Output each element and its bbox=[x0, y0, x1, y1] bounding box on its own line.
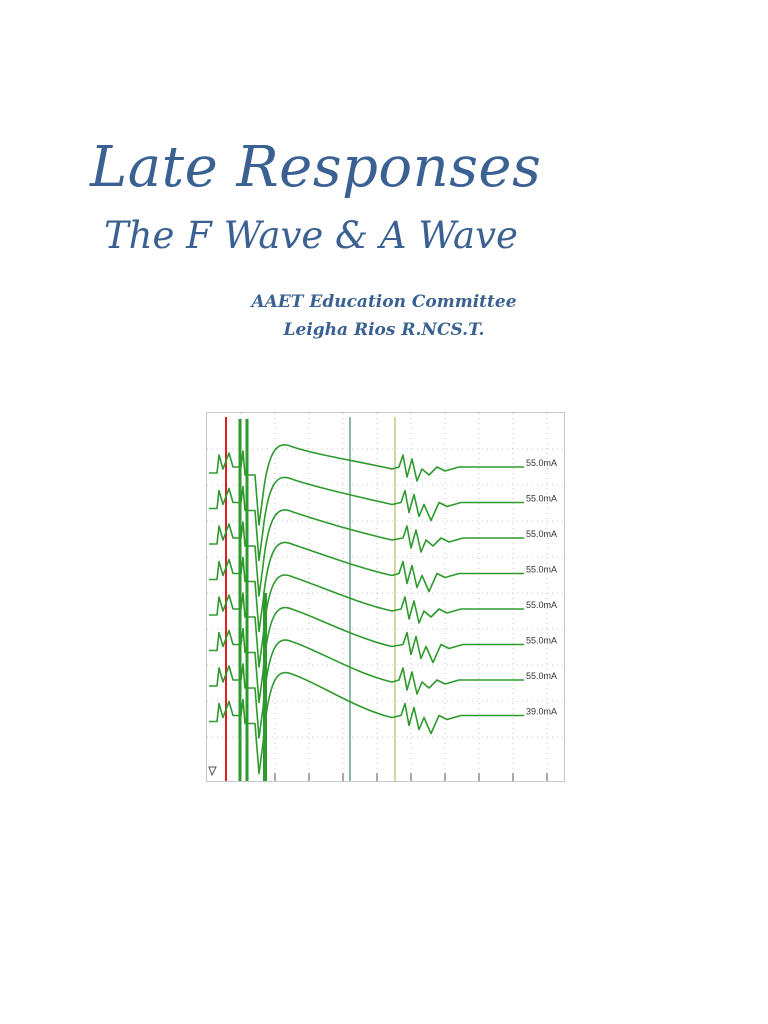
emg-trace bbox=[209, 606, 524, 704]
stimulus-intensity-label: 39.0mA bbox=[526, 707, 557, 717]
trigger-marker-icon bbox=[208, 766, 217, 777]
document-title: Late Responses bbox=[90, 135, 542, 200]
label-layer: 55.0mA 55.0mA 55.0mA 55.0mA 55.0mA 55.0mA 55.0… bbox=[526, 458, 557, 717]
trace-layer bbox=[209, 419, 524, 781]
document-subtitle: The F Wave & A Wave bbox=[104, 214, 518, 257]
stimulus-intensity-label: 55.0mA bbox=[526, 529, 557, 539]
cursor-layer bbox=[225, 417, 396, 781]
committee-name: AAET Education Committee bbox=[251, 292, 517, 312]
emg-trace bbox=[209, 444, 524, 526]
trace-plot: 55.0mA 55.0mA 55.0mA 55.0mA 55.0mA 55.0mA 55.0… bbox=[207, 413, 564, 781]
emg-trace bbox=[209, 574, 524, 668]
emg-trace bbox=[209, 541, 524, 633]
emg-trace bbox=[209, 476, 524, 562]
stimulus-intensity-label: 55.0mA bbox=[526, 636, 557, 646]
f-wave-trace-figure: 55.0mA 55.0mA 55.0mA 55.0mA 55.0mA 55.0mA 55.0… bbox=[206, 412, 565, 782]
stimulus-intensity-label: 55.0mA bbox=[526, 600, 557, 610]
stimulus-intensity-label: 55.0mA bbox=[526, 565, 557, 575]
stimulus-intensity-label: 55.0mA bbox=[526, 458, 557, 468]
emg-trace bbox=[209, 509, 524, 597]
stimulus-intensity-label: 55.0mA bbox=[526, 671, 557, 681]
author-name: Leigha Rios R.NCS.T. bbox=[283, 320, 485, 340]
grid-layer bbox=[207, 413, 564, 781]
stimulus-intensity-label: 55.0mA bbox=[526, 494, 557, 504]
emg-trace bbox=[209, 671, 524, 775]
emg-trace bbox=[209, 639, 524, 739]
